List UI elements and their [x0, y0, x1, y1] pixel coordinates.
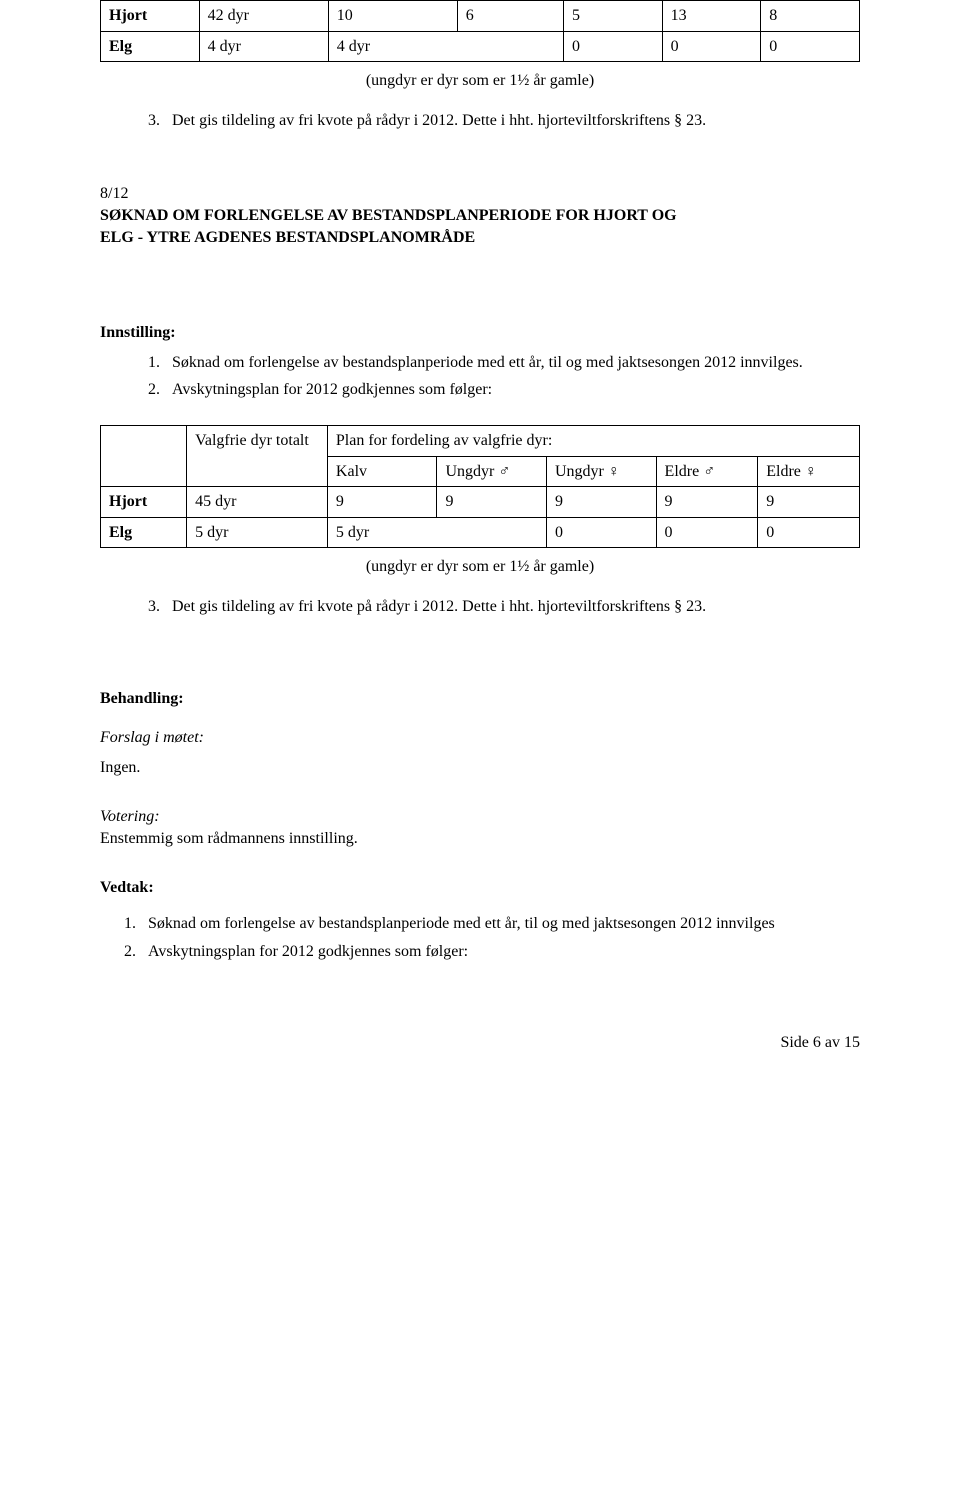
list-number: 2. [148, 379, 172, 401]
header-eldre-m: Eldre ♂ [656, 456, 758, 487]
cell: 42 dyr [199, 1, 328, 32]
list-number: 3. [148, 596, 172, 618]
cell: 9 [758, 487, 860, 518]
votering-label: Votering: [100, 806, 860, 828]
case-title-line2: ELG - YTRE AGDENES BESTANDSPLANOMRÅDE [100, 227, 860, 249]
table-header-row: Valgfrie dyr totalt Plan for fordeling a… [101, 425, 860, 456]
cell: 5 dyr [327, 517, 546, 548]
cell: 8 [761, 1, 860, 32]
cell-label: Elg [101, 517, 187, 548]
cell: 5 dyr [187, 517, 328, 548]
cell: 0 [563, 31, 662, 62]
list-number: 1. [148, 352, 172, 374]
cell: 9 [547, 487, 657, 518]
list-text: Søknad om forlengelse av bestandsplanper… [148, 915, 775, 932]
cell: 0 [761, 31, 860, 62]
cell: 0 [547, 517, 657, 548]
list-text: Det gis tildeling av fri kvote på rådyr … [172, 598, 706, 615]
note-ungdyr-1: (ungdyr er dyr som er 1½ år gamle) [100, 70, 860, 92]
list-number: 3. [148, 110, 172, 132]
header-eldre-f: Eldre ♀ [758, 456, 860, 487]
cell-label: Hjort [101, 1, 200, 32]
list-item: 3.Det gis tildeling av fri kvote på rådy… [148, 596, 860, 618]
list-item: 2.Avskytningsplan for 2012 godkjennes so… [148, 379, 860, 401]
case-ref: 8/12 [100, 183, 860, 205]
note-ungdyr-2: (ungdyr er dyr som er 1½ år gamle) [100, 556, 860, 578]
innstilling-label: Innstilling: [100, 322, 860, 344]
votering-text: Enstemmig som rådmannens innstilling. [100, 828, 860, 850]
cell: 9 [656, 487, 758, 518]
forslag-text: Ingen. [100, 757, 860, 779]
list-after-table2: 3.Det gis tildeling av fri kvote på rådy… [100, 596, 860, 618]
table-row: Elg 4 dyr 4 dyr 0 0 0 [101, 31, 860, 62]
list-text: Det gis tildeling av fri kvote på rådyr … [172, 112, 706, 129]
cell: 0 [656, 517, 758, 548]
list-text: Avskytningsplan for 2012 godkjennes som … [172, 381, 492, 398]
table-top: Hjort 42 dyr 10 6 5 13 8 Elg 4 dyr 4 dyr… [100, 0, 860, 62]
cell: 9 [327, 487, 437, 518]
table-row: Hjort 42 dyr 10 6 5 13 8 [101, 1, 860, 32]
header-kalv: Kalv [327, 456, 437, 487]
vedtak-list: 1.Søknad om forlengelse av bestandsplanp… [100, 913, 860, 962]
cell: 0 [758, 517, 860, 548]
behandling-label: Behandling: [100, 688, 860, 710]
header-planlabel: Plan for fordeling av valgfrie dyr: [327, 425, 859, 456]
cell: 0 [662, 31, 761, 62]
list-number: 2. [124, 941, 148, 963]
header-ungdyr-m: Ungdyr ♂ [437, 456, 547, 487]
forslag-label: Forslag i møtet: [100, 727, 860, 749]
innstilling-list: 1.Søknad om forlengelse av bestandsplanp… [100, 352, 860, 401]
cell: 10 [328, 1, 457, 32]
table-row: Hjort 45 dyr 9 9 9 9 9 [101, 487, 860, 518]
table-row: Elg 5 dyr 5 dyr 0 0 0 [101, 517, 860, 548]
page-footer: Side 6 av 15 [100, 1032, 860, 1054]
cell: 45 dyr [187, 487, 328, 518]
header-valgfrie: Valgfrie dyr totalt [187, 425, 328, 486]
cell: 5 [563, 1, 662, 32]
cell-label: Elg [101, 31, 200, 62]
list-number: 1. [124, 913, 148, 935]
cell: 9 [437, 487, 547, 518]
vedtak-label: Vedtak: [100, 877, 860, 899]
case-title-line1: SØKNAD OM FORLENGELSE AV BESTANDSPLANPER… [100, 205, 860, 227]
cell: 4 dyr [199, 31, 328, 62]
cell: 13 [662, 1, 761, 32]
cell: 6 [457, 1, 563, 32]
list-after-table1: 3.Det gis tildeling av fri kvote på rådy… [100, 110, 860, 132]
list-item: 1.Søknad om forlengelse av bestandsplanp… [148, 352, 860, 374]
list-text: Avskytningsplan for 2012 godkjennes som … [148, 943, 468, 960]
list-item: 1.Søknad om forlengelse av bestandsplanp… [124, 913, 860, 935]
cell: 4 dyr [328, 31, 563, 62]
list-item: 2.Avskytningsplan for 2012 godkjennes so… [124, 941, 860, 963]
cell-label: Hjort [101, 487, 187, 518]
table-plan: Valgfrie dyr totalt Plan for fordeling a… [100, 425, 860, 548]
header-ungdyr-f: Ungdyr ♀ [547, 456, 657, 487]
list-text: Søknad om forlengelse av bestandsplanper… [172, 354, 803, 371]
list-item: 3.Det gis tildeling av fri kvote på rådy… [148, 110, 860, 132]
